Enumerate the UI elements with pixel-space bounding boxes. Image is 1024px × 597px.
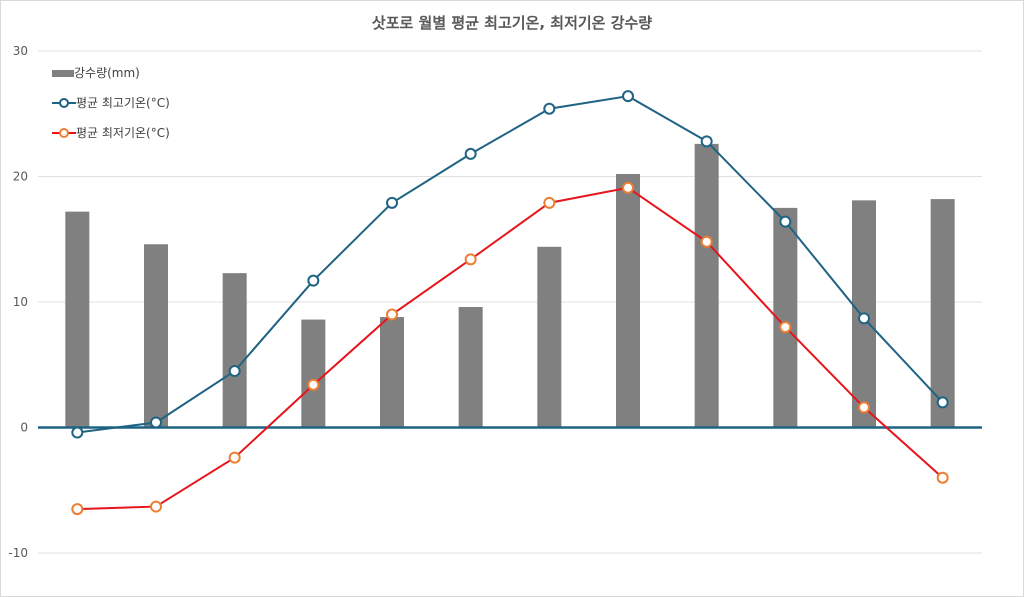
marker-high-temp <box>307 274 320 287</box>
marker-high-temp <box>936 396 949 409</box>
marker-high-temp <box>858 312 870 325</box>
bar-precip <box>458 307 483 428</box>
bar-precip <box>65 211 90 428</box>
marker-high-temp <box>71 426 84 439</box>
legend-line-marker-icon <box>52 127 76 138</box>
bar-precip <box>144 244 168 428</box>
legend-bar-icon <box>52 69 74 77</box>
marker-low-temp <box>386 308 398 321</box>
bar-precip <box>301 319 326 428</box>
marker-low-temp <box>228 451 241 464</box>
bar-precip <box>537 246 562 428</box>
line-high-temp <box>77 95 944 434</box>
marker-high-temp <box>228 365 241 378</box>
bar-precip <box>222 273 247 428</box>
y-tick-label: 10 <box>13 295 28 309</box>
legend-label: 평균 최저기온(°C) <box>76 126 170 140</box>
marker-high-temp <box>700 135 713 148</box>
marker-low-temp <box>150 500 162 513</box>
marker-high-temp <box>543 102 556 115</box>
marker-low-temp <box>307 378 320 391</box>
y-tick-label: 0 <box>20 421 28 435</box>
bar-precip <box>380 317 404 428</box>
bar-precip <box>694 143 719 428</box>
marker-low-temp <box>71 503 84 516</box>
y-tick-label: -10 <box>8 546 28 560</box>
marker-low-temp <box>543 196 556 209</box>
marker-high-temp <box>150 416 162 429</box>
marker-low-temp <box>700 235 713 248</box>
marker-high-temp <box>386 196 398 209</box>
legend-label: 평균 최고기온(°C) <box>76 96 170 110</box>
legend-line-marker-icon <box>52 97 76 108</box>
y-tick-label: 20 <box>13 170 28 184</box>
marker-low-temp <box>858 401 870 414</box>
bar-precip <box>930 199 955 428</box>
y-tick-label: 30 <box>13 44 28 58</box>
marker-high-temp <box>464 147 477 160</box>
marker-low-temp <box>779 321 792 334</box>
legend-item-low: 평균 최저기온(°C) <box>52 124 170 141</box>
bar-precip <box>616 173 640 428</box>
legend-label: 강수량(mm) <box>74 66 140 80</box>
marker-low-temp <box>936 471 949 484</box>
marker-low-temp <box>622 181 634 194</box>
line-low-temp <box>77 186 944 511</box>
legend-item-high: 평균 최고기온(°C) <box>52 94 170 111</box>
marker-high-temp <box>779 215 792 228</box>
marker-low-temp <box>464 253 477 266</box>
marker-high-temp <box>622 90 634 103</box>
chart-title: 삿포로 월별 평균 최고기온, 최저기온 강수량 <box>371 14 653 32</box>
legend-item-precip: 강수량(mm) <box>52 64 140 81</box>
